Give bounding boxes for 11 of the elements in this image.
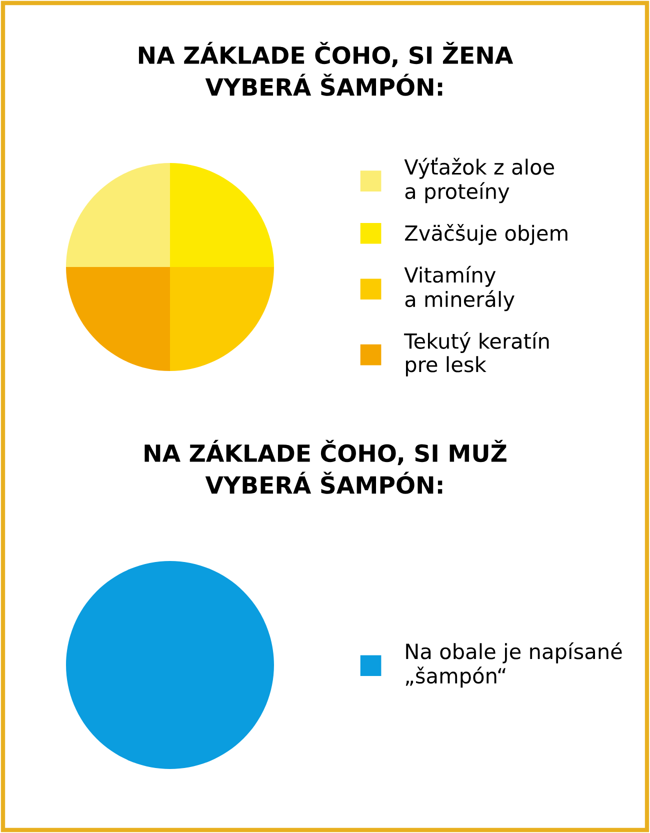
chart-title: NA ZÁKLADE ČOHO, SI MUŽ VYBERÁ ŠAMPÓN: xyxy=(144,440,506,494)
legend-label: Tekutý keratín pre lesk xyxy=(404,332,549,376)
pie-slice xyxy=(170,267,274,371)
legend-label: Zväčšuje objem xyxy=(405,224,568,246)
legend-label: Na obale je napísané „šampón“ xyxy=(406,642,622,688)
pie-slice xyxy=(66,163,170,267)
pie-slice xyxy=(66,267,170,371)
legend-label: Vitamíny a minerály xyxy=(404,266,514,312)
legend-label: Výťažok z aloe a proteíny xyxy=(404,158,554,204)
chart-title: NA ZÁKLADE ČOHO, SI ŽENA VYBERÁ ŠAMPÓN: xyxy=(138,42,514,96)
pie-slice xyxy=(170,163,274,267)
